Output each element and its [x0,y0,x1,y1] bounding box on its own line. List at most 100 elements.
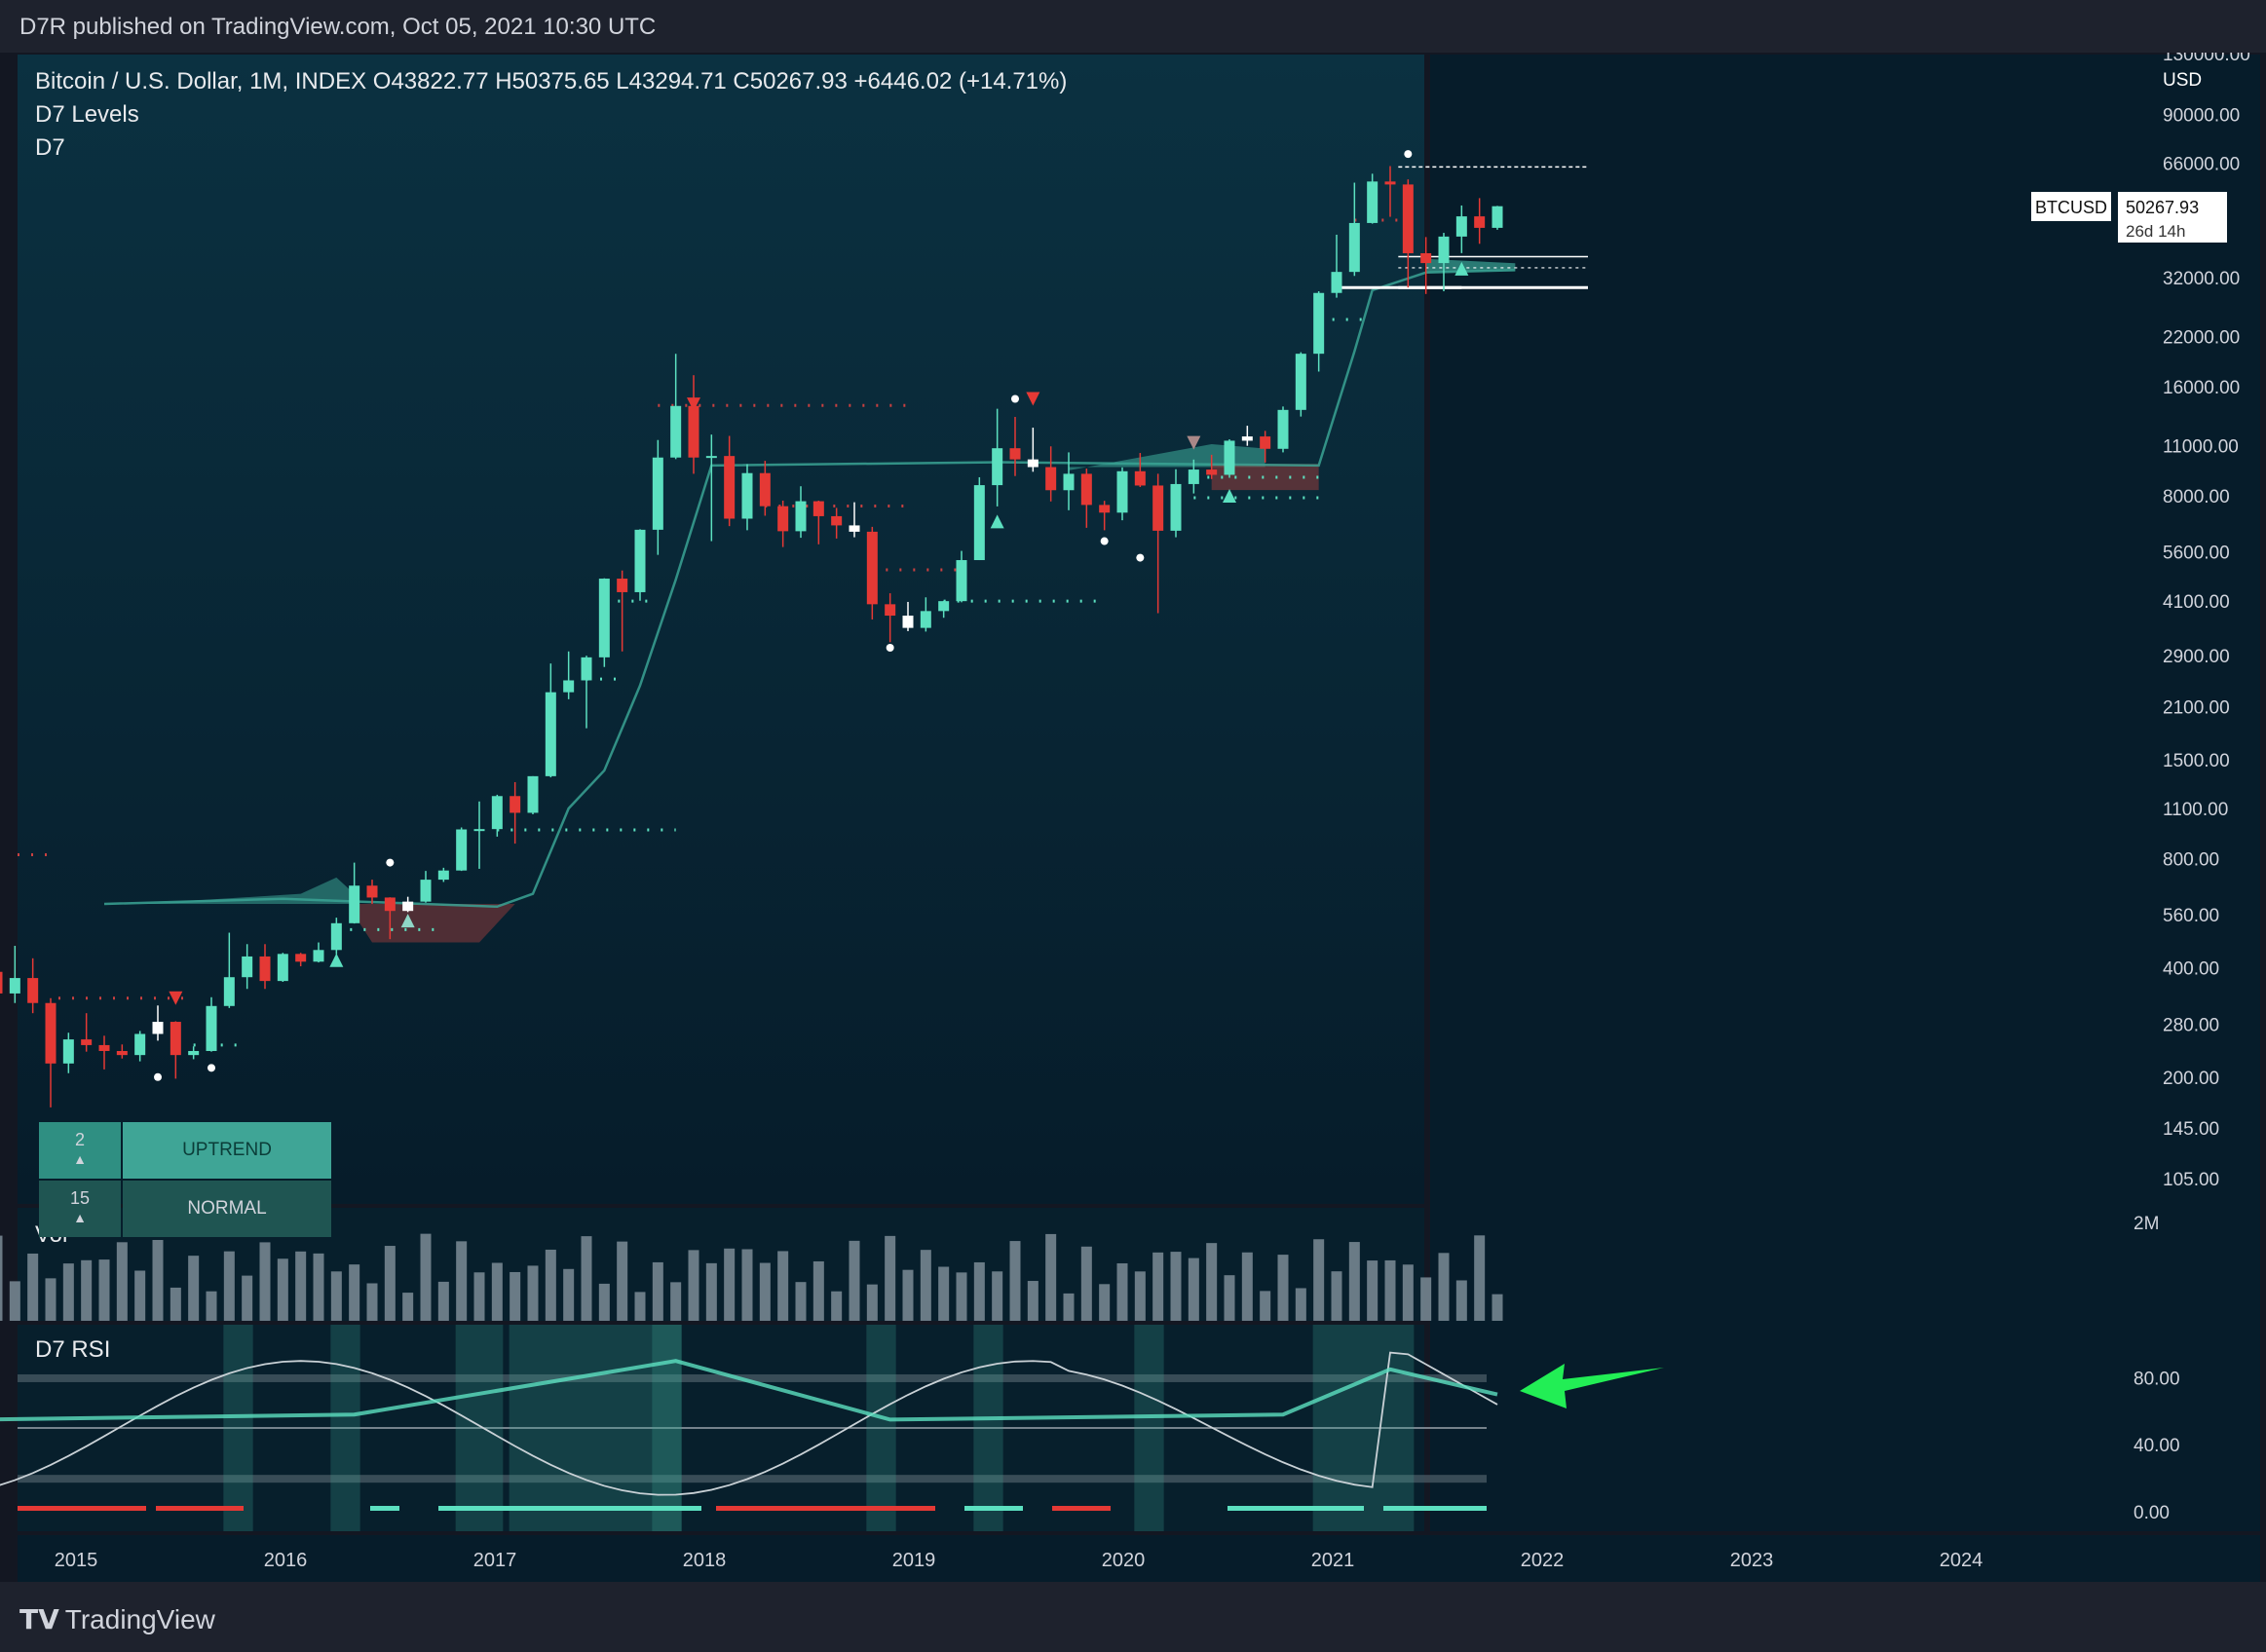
rsi-signal-strip [156,1506,244,1511]
time-axis-label: 2022 [1521,1550,1565,1571]
candle-body [81,1039,93,1045]
volume-bar [277,1258,288,1321]
volume-bar [885,1235,896,1321]
candle [259,944,271,990]
price-axis-label: 8000.00 [2163,487,2230,507]
candle [206,996,217,1052]
candle [62,1032,74,1073]
volume-bar [98,1259,110,1321]
rsi-legend[interactable]: D7 RSI [35,1336,111,1363]
time-axis-label: 2015 [55,1550,98,1571]
pivot-dot [886,644,894,653]
price-axis-label: 5600.00 [2163,544,2230,564]
candle [1152,473,1164,614]
candle [1367,173,1378,224]
volume-bar [956,1272,967,1321]
price-axis-label: 4100.00 [2163,592,2230,613]
candle-body [45,1002,57,1064]
candle [849,502,860,538]
candle-body [116,1050,128,1056]
candle [402,896,414,913]
publish-header: D7R published on TradingView.com, Oct 05… [0,0,2266,53]
candle [366,880,378,905]
chart-area[interactable]: 130000.00 90000.00 66000.00 32000.00 22000.0… [0,45,2266,1582]
pivot-dot [1136,553,1145,562]
candle-body [812,501,824,516]
candle-body [134,1033,146,1056]
pivot-dot [1100,537,1109,545]
price-axis-label: 1100.00 [2163,800,2228,820]
pivot-dot [208,1064,215,1072]
candle [0,971,3,994]
candle [902,601,914,631]
volume-bar [437,1281,449,1321]
indicator-legend-d7[interactable]: D7 [35,134,65,161]
candle [116,1044,128,1059]
candle [724,435,736,527]
candle-body [0,971,3,994]
candle [1027,428,1039,472]
price-axis-currency: USD [2163,70,2202,91]
rsi-line [0,1351,1498,1496]
volume-bar [1080,1246,1092,1321]
candle-body [1260,436,1271,449]
volume-bar [812,1260,824,1321]
candle [456,827,468,872]
volume-bar [152,1239,164,1321]
candle-body [1170,483,1182,531]
volume-bar [456,1241,468,1321]
candle [98,1035,110,1070]
price-axis-label: 32000.00 [2163,269,2240,289]
candle [313,942,324,963]
candle-body [1224,440,1235,475]
candle [295,953,307,967]
volume-bar [242,1275,253,1321]
volume-bar [1367,1260,1378,1321]
indicator-legend-levels[interactable]: D7 Levels [35,101,139,128]
candle [885,593,896,643]
trend-count: 2 [74,1130,85,1149]
time-axis-label: 2023 [1730,1550,1774,1571]
candle-body [1206,469,1218,475]
candle-body [223,977,235,1006]
candle-body [831,515,843,526]
buy-signal-icon [1223,489,1236,504]
candle [1455,205,1467,253]
candle [652,439,663,555]
candle-body [652,457,663,530]
candle-body [62,1039,74,1064]
candle [510,781,521,845]
candle-body [1295,354,1306,410]
candle [27,957,39,1014]
candle [170,1021,181,1079]
candle [920,597,931,632]
status-table: 2 ▲ UPTREND 15 ▲ NORMAL [39,1122,331,1239]
candle [9,946,20,1003]
candle-body [1348,222,1360,273]
rsi-axis-label: 80.00 [2134,1369,2180,1389]
volume-bar [1277,1255,1289,1321]
candle-body [1384,181,1396,185]
volume-bar [866,1284,878,1321]
candle [670,354,682,460]
candle-body [1277,409,1289,449]
price-axis-label: 200.00 [2163,1069,2219,1089]
candle-body [902,616,914,628]
candle [81,1013,93,1052]
candle [992,408,1003,507]
candle [1384,166,1396,217]
volume-bar [313,1253,324,1321]
price-axis-label: 66000.00 [2163,155,2240,175]
buy-signal-icon [329,953,344,967]
candle [741,464,753,531]
volume-bar [705,1262,717,1321]
volume-bar [0,1235,3,1321]
tradingview-logo[interactable]: TV TradingView [19,1603,215,1635]
rsi-signal-line [0,1359,1498,1422]
volume-bar [1455,1280,1467,1321]
pivot-dot [1011,394,1019,403]
candle [777,500,789,547]
chart-svg[interactable]: 130000.00 90000.00 66000.00 32000.00 22000.0… [0,45,2266,1582]
volume-bar [1295,1288,1306,1321]
volume-bar [1152,1252,1164,1321]
